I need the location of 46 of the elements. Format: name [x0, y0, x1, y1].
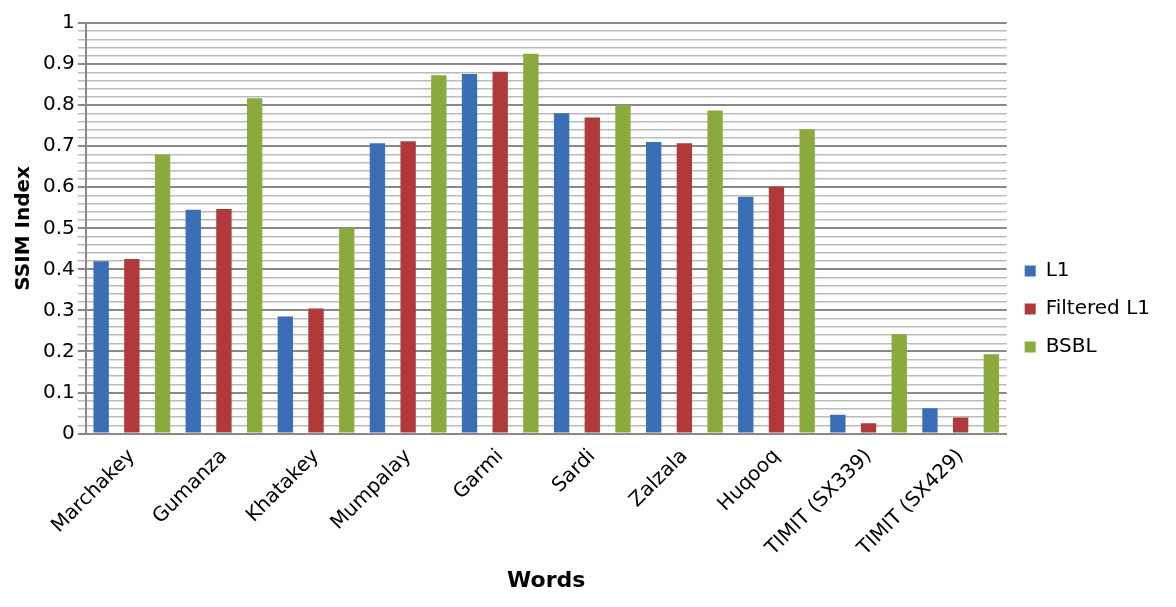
y-axis-title: SSIM Index: [10, 165, 35, 291]
bar: [891, 334, 907, 433]
bar: [400, 141, 416, 433]
y-tick-label: 1: [62, 9, 75, 34]
y-tick-label: 0.1: [42, 378, 75, 403]
y-tick-label: 0.3: [42, 296, 75, 321]
bar: [615, 105, 631, 433]
bar: [492, 71, 508, 433]
y-tick-label: 0.4: [42, 255, 75, 280]
bar: [461, 73, 478, 433]
bar: [93, 261, 109, 433]
bar: [738, 196, 754, 433]
bar: [952, 417, 969, 433]
bar: [553, 113, 570, 433]
bar: [584, 117, 600, 433]
bar: [308, 308, 324, 433]
bar: [216, 209, 232, 433]
bar: [339, 228, 355, 433]
x-axis-title: Words: [507, 566, 586, 592]
y-tick-label: 0.9: [42, 50, 75, 75]
y-tick-label: 0.8: [42, 91, 75, 116]
bar: [922, 408, 938, 433]
y-tick-label: 0.7: [42, 132, 75, 157]
bar: [369, 143, 386, 433]
legend-label: Filtered L1: [1045, 295, 1151, 320]
bar: [830, 414, 846, 433]
bar: [277, 316, 293, 433]
bar: [646, 142, 662, 433]
legend-label: BSBL: [1045, 333, 1098, 358]
y-tick-label: 0: [62, 419, 75, 444]
bar: [523, 53, 539, 433]
bar: [154, 154, 171, 433]
bar: [431, 75, 447, 433]
bar: [860, 423, 877, 433]
y-tick-label: 0.6: [42, 173, 75, 198]
bar: [676, 143, 693, 433]
bar: [707, 110, 723, 433]
bar: [185, 209, 201, 433]
y-tick-label: 0.2: [42, 337, 75, 362]
bar: [983, 354, 1000, 433]
legend-label: L1: [1045, 257, 1070, 282]
bar: [124, 259, 140, 433]
bar: [246, 98, 263, 433]
bar: [768, 186, 785, 433]
bar: [799, 129, 815, 433]
y-tick-label: 0.5: [42, 214, 75, 239]
